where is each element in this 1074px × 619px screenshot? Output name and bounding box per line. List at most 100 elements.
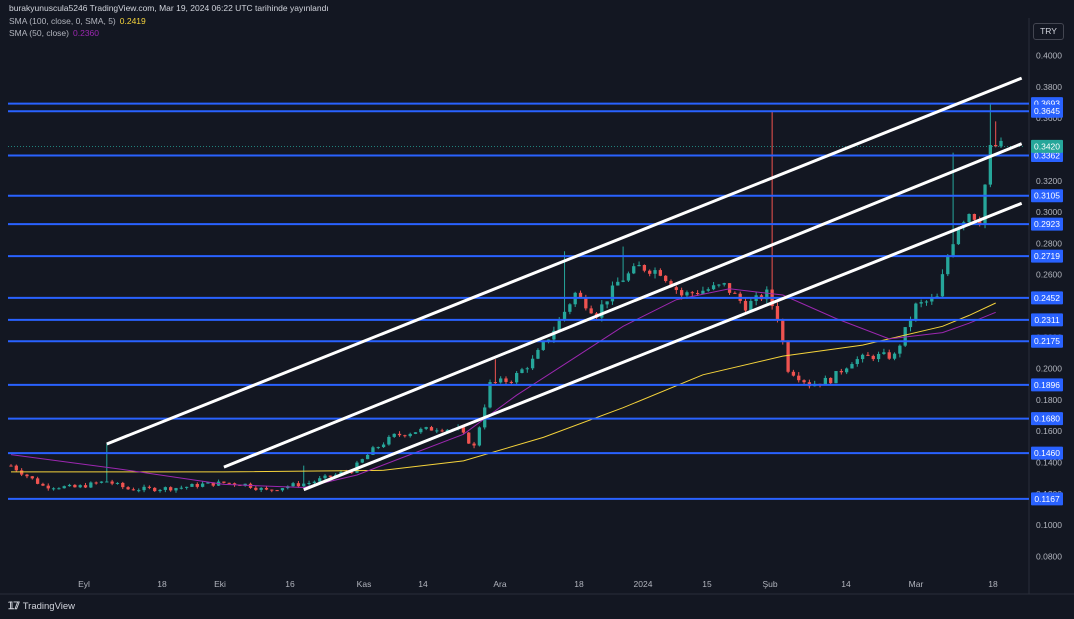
branding-text: TradingView bbox=[22, 601, 76, 612]
level-price-label: 0.1680 bbox=[1034, 414, 1060, 424]
candle-body bbox=[946, 256, 950, 275]
x-tick-label: 14 bbox=[418, 579, 428, 589]
candle-body bbox=[855, 359, 859, 365]
level-price-label: 0.1896 bbox=[1034, 380, 1060, 390]
indicator-sma100-label: SMA (100, close, 0, SMA, 5) bbox=[9, 16, 116, 26]
candle-body bbox=[73, 484, 77, 488]
candle-body bbox=[445, 429, 450, 432]
candle-body bbox=[360, 459, 364, 463]
candle-body bbox=[520, 369, 524, 373]
level-price-label: 0.3105 bbox=[1034, 191, 1060, 201]
y-tick-label: 0.2800 bbox=[1036, 238, 1062, 248]
currency-button[interactable]: TRY bbox=[1033, 23, 1064, 40]
candle-body bbox=[115, 482, 120, 484]
candle-body bbox=[163, 487, 168, 490]
level-price-tag bbox=[1031, 334, 1063, 348]
candle-body bbox=[978, 219, 982, 225]
candle-body bbox=[871, 355, 875, 360]
tradingview-branding[interactable]: 𝟙𝟟 TradingView bbox=[8, 601, 75, 612]
y-tick-label: 0.2000 bbox=[1036, 364, 1062, 374]
candle-body bbox=[211, 482, 215, 486]
x-tick-label: Ara bbox=[493, 579, 507, 589]
candle-body bbox=[121, 482, 125, 488]
candle-body bbox=[83, 485, 88, 488]
candle-body bbox=[914, 303, 918, 321]
candle-body bbox=[195, 484, 199, 487]
candle-body bbox=[509, 381, 513, 383]
candle-body bbox=[46, 485, 50, 489]
x-tick-label: 18 bbox=[988, 579, 998, 589]
candle-body bbox=[823, 377, 828, 385]
candle-body bbox=[711, 285, 716, 290]
candle-body bbox=[307, 483, 311, 485]
candle-body bbox=[781, 319, 785, 343]
indicator-sma50-label: SMA (50, close) bbox=[9, 28, 69, 38]
candle-body bbox=[14, 465, 18, 471]
candle-body bbox=[472, 443, 476, 446]
sma100-line bbox=[11, 302, 996, 473]
candle-body bbox=[860, 354, 865, 360]
candle-body bbox=[685, 292, 689, 296]
candle-body bbox=[930, 297, 934, 302]
candle-body bbox=[887, 352, 891, 359]
candle-body bbox=[653, 270, 657, 274]
x-tick-label: Eki bbox=[214, 579, 226, 589]
candle-body bbox=[200, 483, 205, 487]
candle-body bbox=[89, 482, 93, 488]
candle-body bbox=[690, 292, 694, 294]
level-price-label: 0.2175 bbox=[1034, 336, 1060, 346]
candle-body bbox=[829, 377, 833, 384]
candle-body bbox=[467, 432, 471, 444]
indicator-sma100[interactable]: SMA (100, close, 0, SMA, 5) 0.2419 bbox=[9, 16, 146, 26]
indicator-sma50[interactable]: SMA (50, close) 0.2360 bbox=[9, 28, 99, 38]
candle-body bbox=[296, 483, 301, 487]
candle-body bbox=[323, 475, 327, 479]
x-tick-label: 16 bbox=[285, 579, 295, 589]
candle-body bbox=[775, 306, 780, 320]
candle-body bbox=[903, 327, 907, 346]
candle-body bbox=[9, 465, 13, 467]
candle-body bbox=[174, 488, 178, 491]
level-price-label: 0.1460 bbox=[1034, 448, 1060, 458]
x-tick-label: Eyl bbox=[78, 579, 90, 589]
y-tick-label: 0.3200 bbox=[1036, 176, 1062, 186]
candle-body bbox=[302, 483, 306, 487]
candle-body bbox=[440, 430, 444, 432]
candle-body bbox=[648, 270, 652, 274]
candle-body bbox=[254, 487, 258, 490]
candle-body bbox=[834, 371, 838, 384]
x-tick-label: Şub bbox=[762, 579, 777, 589]
channel-line bbox=[303, 201, 1023, 492]
candle-body bbox=[222, 481, 226, 483]
candle-body bbox=[371, 447, 375, 455]
candle-body bbox=[882, 352, 886, 354]
y-tick-label: 0.1800 bbox=[1036, 395, 1062, 405]
level-price-label: 0.3645 bbox=[1034, 106, 1060, 116]
candle-body bbox=[637, 264, 641, 267]
candle-body bbox=[967, 213, 971, 223]
candle-body bbox=[988, 145, 993, 185]
candle-body bbox=[429, 427, 434, 431]
candle-body bbox=[557, 319, 561, 331]
level-price-tag bbox=[1031, 492, 1063, 506]
candle-body bbox=[328, 475, 333, 477]
y-tick-label: 0.3800 bbox=[1036, 82, 1062, 92]
x-tick-label: 18 bbox=[157, 579, 167, 589]
candle-body bbox=[259, 487, 263, 490]
candle-body bbox=[679, 290, 684, 296]
candle-body bbox=[62, 486, 66, 489]
candle-body bbox=[403, 435, 407, 437]
candle-body bbox=[158, 489, 162, 492]
candle-body bbox=[153, 487, 157, 492]
candle-body bbox=[94, 482, 98, 484]
x-tick-label: Kas bbox=[357, 579, 372, 589]
level-price-tag bbox=[1031, 291, 1063, 305]
candle-body bbox=[610, 285, 615, 302]
candle-body bbox=[743, 300, 748, 311]
sma50-line bbox=[10, 288, 996, 489]
candle-body bbox=[349, 472, 354, 474]
candle-body bbox=[424, 427, 428, 429]
candle-body bbox=[408, 433, 412, 437]
